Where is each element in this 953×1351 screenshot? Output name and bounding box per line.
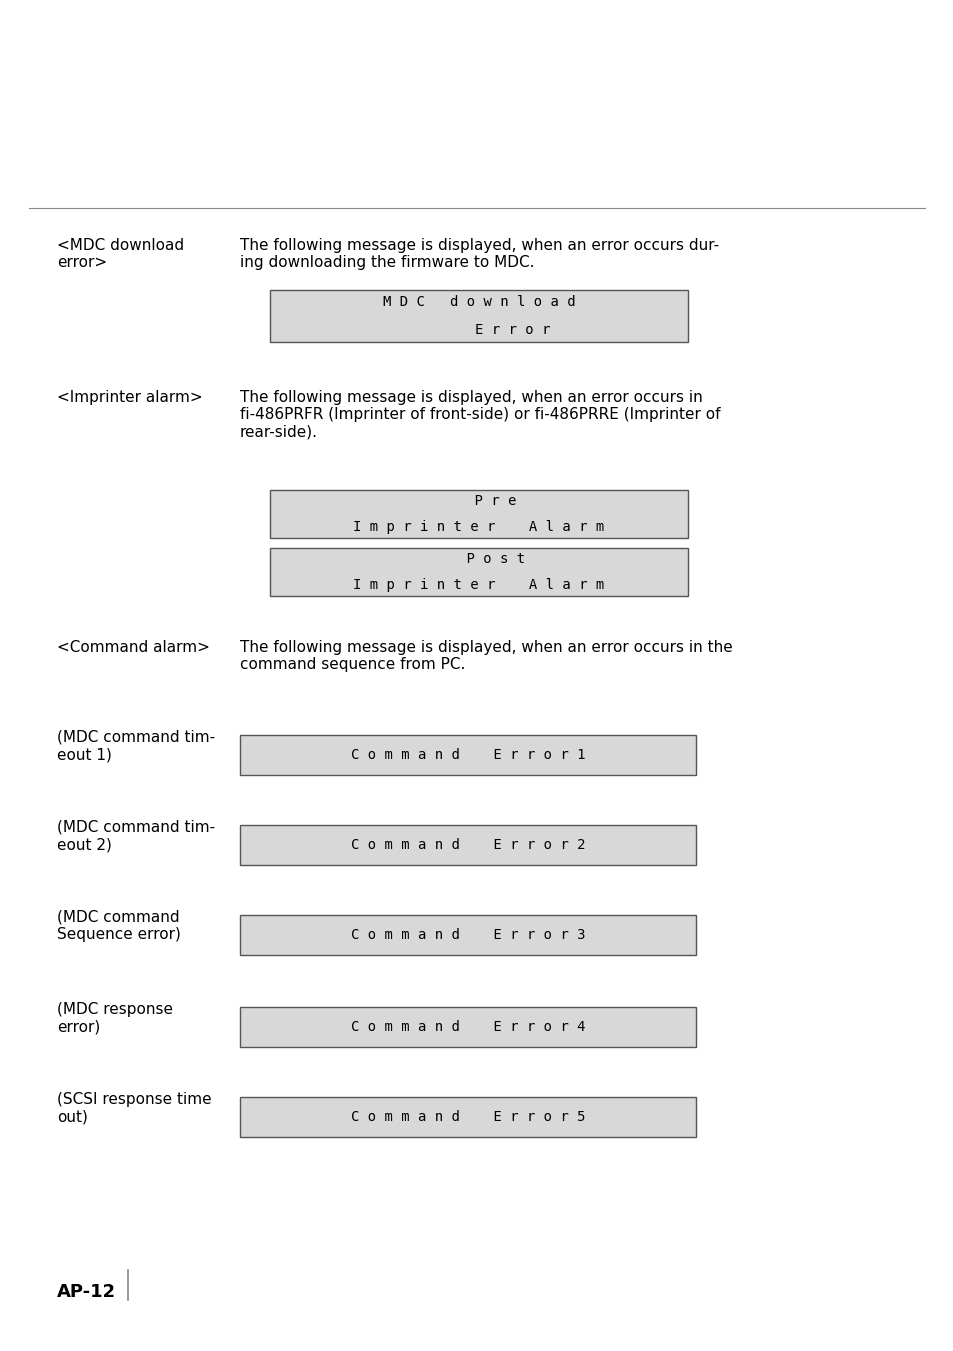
Text: <Imprinter alarm>: <Imprinter alarm> [57,390,202,405]
Text: The following message is displayed, when an error occurs in the
command sequence: The following message is displayed, when… [240,640,732,673]
Text: E r r o r: E r r o r [407,323,550,336]
Text: (MDC command
Sequence error): (MDC command Sequence error) [57,911,181,943]
FancyBboxPatch shape [270,490,687,538]
FancyBboxPatch shape [240,1097,696,1138]
Text: (MDC command tim-
eout 2): (MDC command tim- eout 2) [57,820,214,852]
Text: P r e: P r e [441,494,517,508]
FancyBboxPatch shape [240,915,696,955]
Text: <MDC download
error>: <MDC download error> [57,238,184,270]
FancyBboxPatch shape [240,825,696,865]
Text: (MDC command tim-
eout 1): (MDC command tim- eout 1) [57,730,214,762]
Text: (SCSI response time
out): (SCSI response time out) [57,1092,212,1124]
FancyBboxPatch shape [240,735,696,775]
Text: C o m m a n d    E r r o r 4: C o m m a n d E r r o r 4 [351,1020,584,1034]
Text: C o m m a n d    E r r o r 5: C o m m a n d E r r o r 5 [351,1111,584,1124]
Text: I m p r i n t e r    A l a r m: I m p r i n t e r A l a r m [353,578,604,592]
FancyBboxPatch shape [240,1006,696,1047]
FancyBboxPatch shape [270,290,687,342]
Text: P o s t: P o s t [433,553,524,566]
Text: M D C   d o w n l o a d: M D C d o w n l o a d [382,295,575,309]
Text: <Command alarm>: <Command alarm> [57,640,210,655]
Text: C o m m a n d    E r r o r 2: C o m m a n d E r r o r 2 [351,838,584,852]
Text: C o m m a n d    E r r o r 3: C o m m a n d E r r o r 3 [351,928,584,942]
Text: The following message is displayed, when an error occurs dur-
ing downloading th: The following message is displayed, when… [240,238,719,270]
Text: I m p r i n t e r    A l a r m: I m p r i n t e r A l a r m [353,520,604,534]
Text: AP-12: AP-12 [57,1283,116,1301]
Text: (MDC response
error): (MDC response error) [57,1002,172,1035]
FancyBboxPatch shape [270,549,687,596]
Text: The following message is displayed, when an error occurs in
fi-486PRFR (Imprinte: The following message is displayed, when… [240,390,720,440]
Text: C o m m a n d    E r r o r 1: C o m m a n d E r r o r 1 [351,748,584,762]
